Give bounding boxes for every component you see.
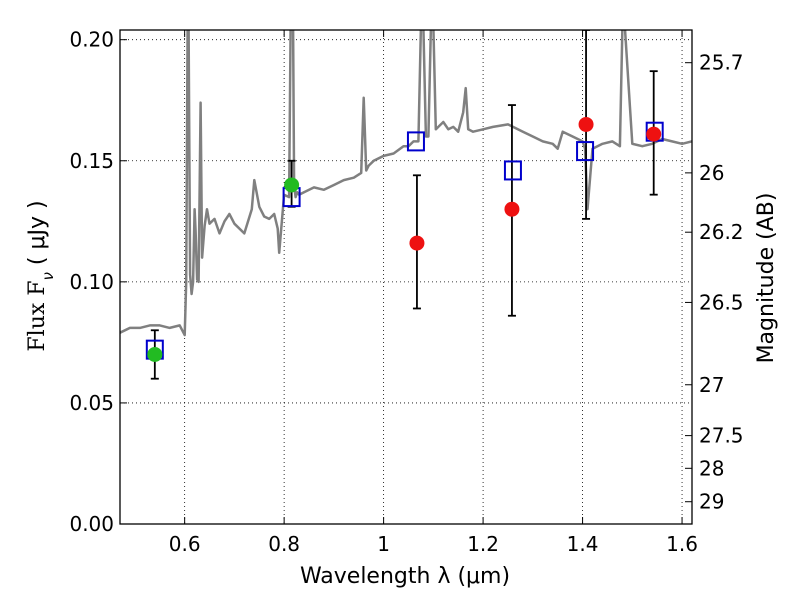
observed-circle-marker bbox=[504, 201, 520, 217]
y2-tick-label: 29 bbox=[699, 490, 724, 514]
grid bbox=[120, 30, 692, 525]
y-tick-label: 0.20 bbox=[69, 28, 114, 52]
observed-circle-marker bbox=[147, 346, 163, 362]
model-square-marker bbox=[576, 141, 595, 162]
y2-tick-label: 26.2 bbox=[699, 220, 744, 244]
observed-circle-marker bbox=[646, 126, 662, 142]
y2-tick-label: 25.7 bbox=[699, 51, 744, 75]
x-tick-label: 1.4 bbox=[567, 532, 599, 556]
y2-tick-label: 28 bbox=[699, 456, 724, 480]
spectrum-line bbox=[120, 30, 692, 337]
y-axis-label-unit: ( μJy ) bbox=[25, 200, 50, 272]
y-tick-label: 0.05 bbox=[69, 391, 114, 415]
y2-axis-label: Magnitude (AB) bbox=[754, 193, 779, 364]
y-axis-label: Flux Fν ( μJy ) bbox=[25, 200, 57, 351]
model-square-marker bbox=[503, 160, 522, 181]
plot-frame bbox=[119, 29, 693, 525]
y-tick-label: 0.00 bbox=[69, 512, 114, 536]
x-axis-label: Wavelength λ (μm) bbox=[300, 564, 510, 589]
y-tick-label: 0.15 bbox=[69, 149, 114, 173]
y-axis-label-main: Flux F bbox=[25, 280, 50, 351]
observed-circle-marker bbox=[578, 116, 594, 132]
x-tick-label: 1.6 bbox=[666, 532, 698, 556]
y2-tick-label: 27.5 bbox=[699, 424, 744, 448]
x-tick-label: 1 bbox=[377, 532, 390, 556]
y2-tick-label: 26 bbox=[699, 161, 724, 185]
plot-area bbox=[120, 30, 692, 380]
y-axis-label-sub: ν bbox=[39, 272, 57, 280]
ticks: 0.6 0.8 1 1.2 1.4 1.6 0.00 0.05 0.10 0.15 0.20 25.7… bbox=[69, 28, 743, 556]
y2-tick-label: 27 bbox=[699, 373, 724, 397]
model-square-marker bbox=[406, 131, 425, 152]
y2-tick-label: 26.5 bbox=[699, 290, 744, 314]
observed-circle-marker bbox=[409, 235, 425, 251]
x-tick-label: 0.8 bbox=[268, 532, 300, 556]
x-tick-label: 1.2 bbox=[467, 532, 499, 556]
y-tick-label: 0.10 bbox=[69, 270, 114, 294]
x-tick-label: 0.6 bbox=[169, 532, 201, 556]
observed-circle-marker bbox=[284, 177, 300, 193]
